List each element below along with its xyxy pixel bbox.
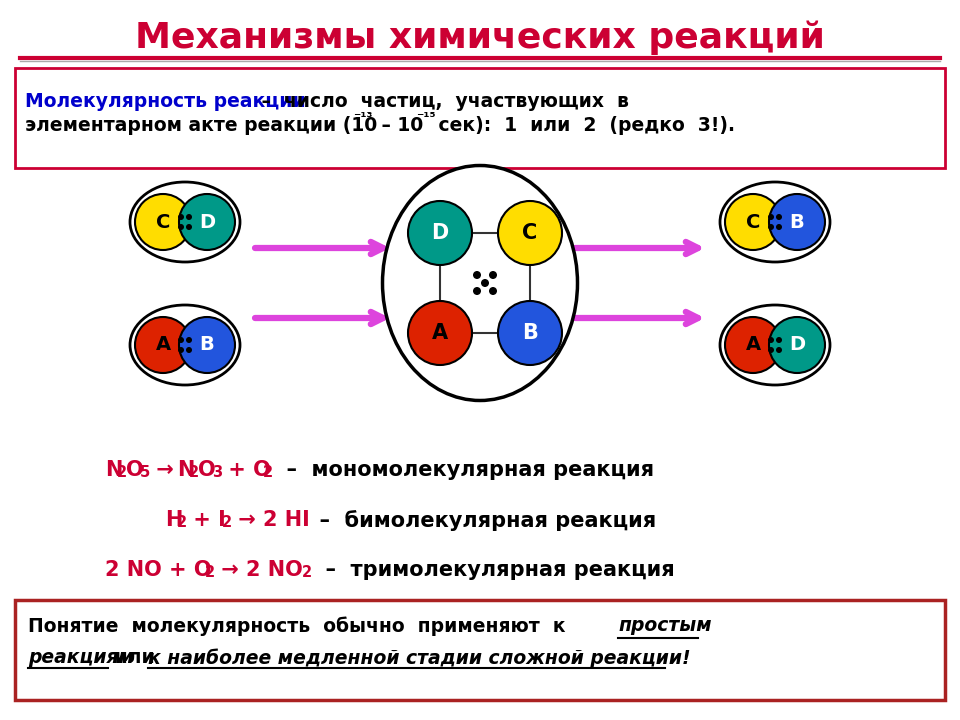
Text: 2 NO + O: 2 NO + O	[105, 560, 211, 580]
Text: 5: 5	[140, 465, 151, 480]
Circle shape	[178, 224, 184, 230]
Text: сек):  1  или  2  (редко  3!).: сек): 1 или 2 (редко 3!).	[432, 116, 735, 135]
Circle shape	[178, 337, 184, 343]
Text: Молекулярность реакции: Молекулярность реакции	[25, 92, 305, 111]
Text: C: C	[746, 212, 760, 232]
Text: 3: 3	[212, 465, 222, 480]
Circle shape	[498, 201, 562, 265]
Circle shape	[489, 271, 497, 279]
Circle shape	[135, 317, 191, 373]
Text: 2: 2	[117, 465, 127, 480]
Circle shape	[408, 201, 472, 265]
Text: 2: 2	[205, 565, 215, 580]
Text: –  тримолекулярная реакция: – тримолекулярная реакция	[311, 560, 675, 580]
Text: 2: 2	[263, 465, 274, 480]
Text: C: C	[156, 212, 170, 232]
Circle shape	[768, 214, 774, 220]
Circle shape	[769, 317, 825, 373]
Circle shape	[481, 279, 489, 287]
Circle shape	[776, 214, 782, 220]
Text: N: N	[177, 460, 194, 480]
Text: B: B	[200, 336, 214, 354]
Circle shape	[186, 337, 192, 343]
Circle shape	[489, 287, 497, 295]
Text: 2: 2	[189, 465, 199, 480]
Circle shape	[178, 347, 184, 353]
FancyBboxPatch shape	[15, 600, 945, 700]
Text: O: O	[198, 460, 216, 480]
Circle shape	[776, 347, 782, 353]
Text: или: или	[108, 648, 161, 667]
Circle shape	[473, 271, 481, 279]
Text: →: →	[149, 460, 181, 480]
Text: A: A	[156, 336, 171, 354]
Circle shape	[186, 214, 192, 220]
Text: –  мономолекулярная реакция: – мономолекулярная реакция	[272, 460, 654, 480]
Circle shape	[776, 224, 782, 230]
Text: –  бимолекулярная реакция: – бимолекулярная реакция	[305, 510, 657, 531]
Text: H: H	[165, 510, 182, 530]
Ellipse shape	[720, 305, 830, 385]
Text: A: A	[432, 323, 448, 343]
Circle shape	[135, 194, 191, 250]
Text: B: B	[790, 212, 804, 232]
Text: 2: 2	[302, 565, 312, 580]
Text: реакциям: реакциям	[28, 648, 133, 667]
Circle shape	[186, 224, 192, 230]
Text: D: D	[789, 336, 805, 354]
Text: D: D	[431, 223, 448, 243]
Circle shape	[473, 287, 481, 295]
Circle shape	[725, 194, 781, 250]
Circle shape	[498, 301, 562, 365]
FancyBboxPatch shape	[15, 68, 945, 168]
Circle shape	[179, 317, 235, 373]
Ellipse shape	[130, 305, 240, 385]
Text: ⁻¹³: ⁻¹³	[353, 111, 372, 125]
Text: к наиболее медленной стадии сложной реакции!: к наиболее медленной стадии сложной реак…	[148, 648, 690, 667]
Text: Понятие  молекулярность  обычно  применяют  к: Понятие молекулярность обычно применяют …	[28, 616, 579, 636]
Text: C: C	[522, 223, 538, 243]
Text: + I: + I	[186, 510, 226, 530]
Ellipse shape	[130, 182, 240, 262]
Text: O: O	[126, 460, 144, 480]
Text: 2: 2	[177, 515, 187, 530]
Text: A: A	[745, 336, 760, 354]
Text: – 10: – 10	[375, 116, 423, 135]
Text: N: N	[105, 460, 122, 480]
Circle shape	[408, 301, 472, 365]
Text: простым: простым	[618, 616, 711, 635]
Circle shape	[768, 224, 774, 230]
Text: → 2 HI: → 2 HI	[231, 510, 310, 530]
Circle shape	[768, 347, 774, 353]
Text: D: D	[199, 212, 215, 232]
Text: 2: 2	[222, 515, 232, 530]
Text: Механизмы химических реакций: Механизмы химических реакций	[135, 21, 825, 55]
Circle shape	[178, 214, 184, 220]
Ellipse shape	[720, 182, 830, 262]
Circle shape	[179, 194, 235, 250]
Circle shape	[776, 337, 782, 343]
Text: + O: + O	[221, 460, 271, 480]
Circle shape	[186, 347, 192, 353]
Text: элементарном акте реакции (10: элементарном акте реакции (10	[25, 116, 377, 135]
Circle shape	[725, 317, 781, 373]
Circle shape	[769, 194, 825, 250]
Text: → 2 NO: → 2 NO	[214, 560, 302, 580]
Text: ⁻¹⁵: ⁻¹⁵	[416, 111, 436, 125]
Circle shape	[768, 337, 774, 343]
Ellipse shape	[382, 166, 578, 400]
Text: –  число  частиц,  участвующих  в: – число частиц, участвующих в	[255, 92, 629, 111]
Text: B: B	[522, 323, 538, 343]
